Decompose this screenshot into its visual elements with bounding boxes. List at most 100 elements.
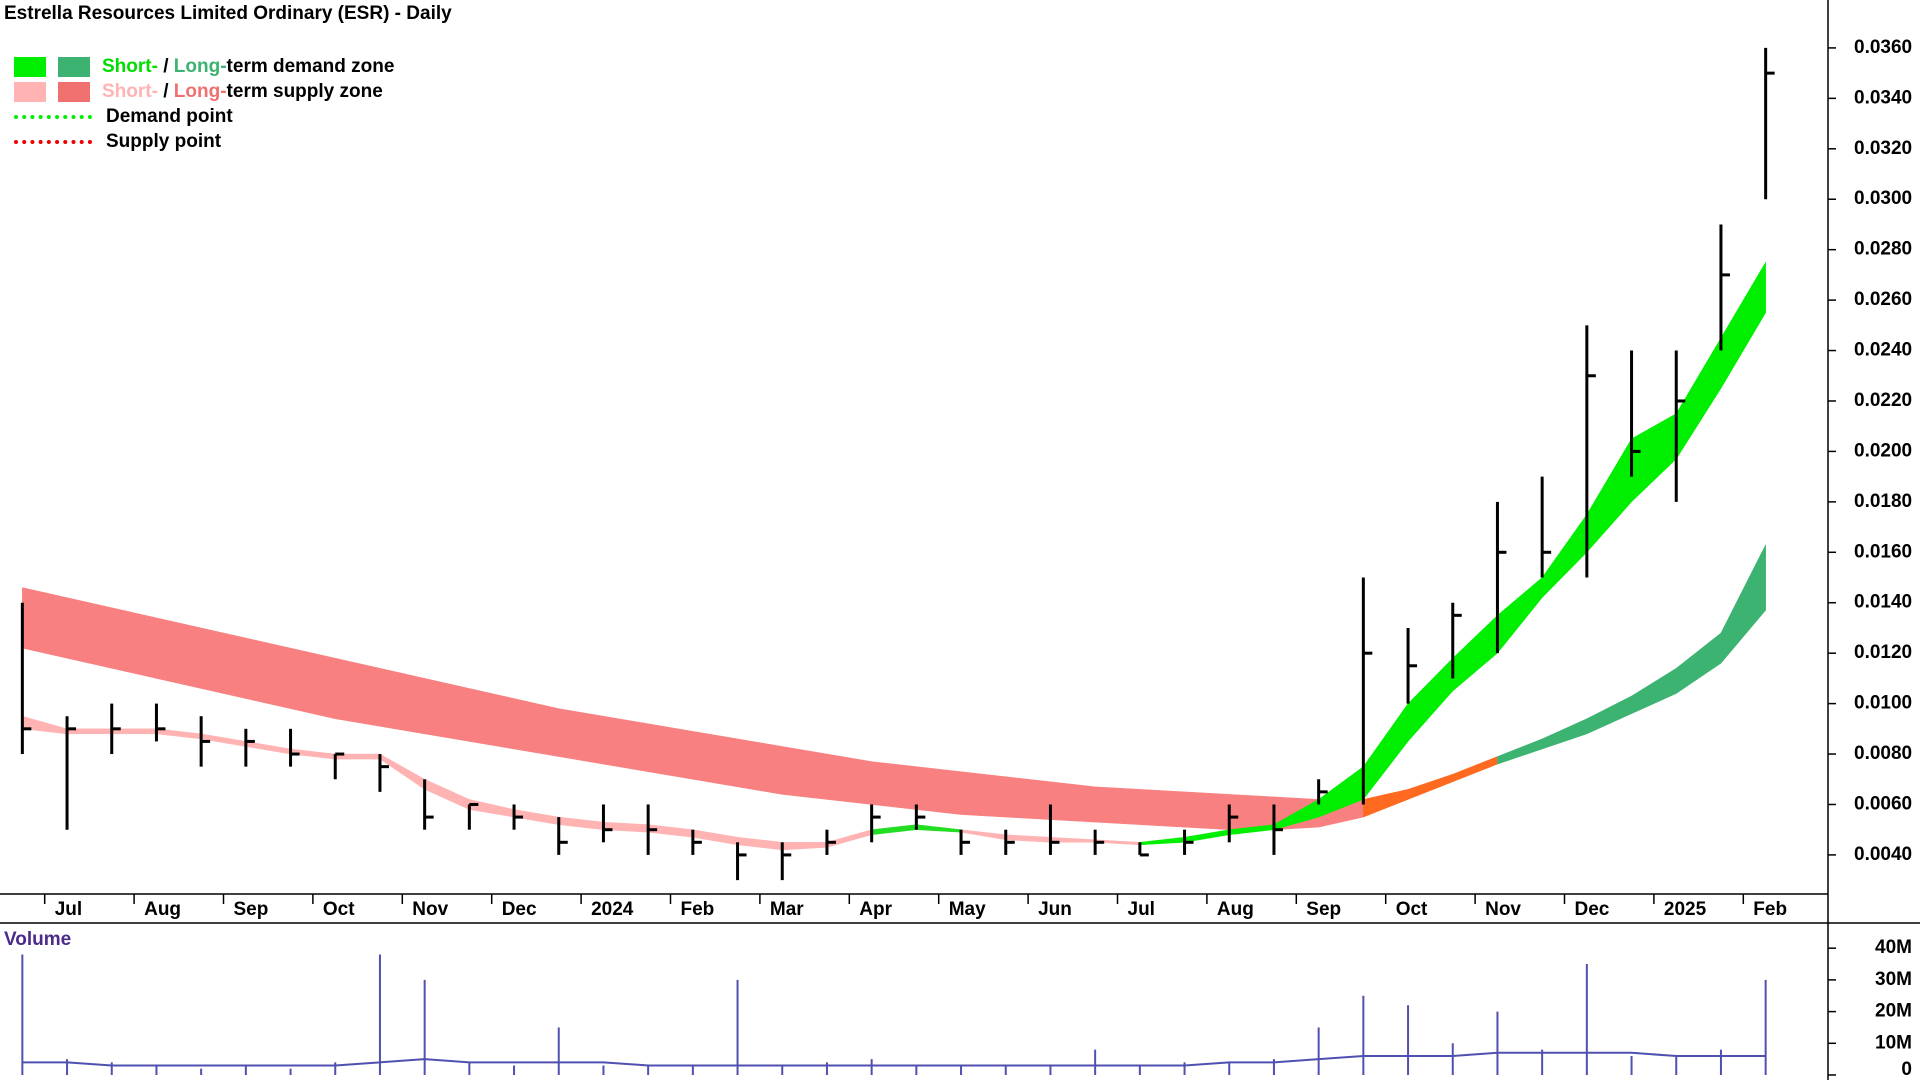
y-tick-label: 0.0100 [1854,693,1912,714]
x-tick-label: Feb [681,899,715,920]
x-tick-label: Aug [144,899,181,920]
zone-segment [156,617,202,689]
zone-segment [737,738,783,795]
y-tick-label: 0.0360 [1854,37,1912,58]
x-tick-label: Nov [412,899,448,920]
x-tick-label: Sep [234,899,269,920]
zone-segment [424,778,470,810]
y-tick-label: 30M [1875,969,1912,990]
zone-segment [424,678,470,742]
legend-swatch [58,56,90,77]
y-tick-label: 0.0160 [1854,541,1912,562]
zone-segment [379,667,425,735]
zone-segment [782,842,828,851]
volume-title: Volume [4,929,71,950]
legend-swatch [14,139,92,144]
x-tick-label: 2025 [1664,899,1707,920]
legend-item: Short- / Long-term demand zone [14,54,394,79]
zone-segment [782,746,828,800]
zone-segment [245,637,291,709]
zone-segment [1631,413,1677,503]
x-tick-label: Jul [1128,899,1155,920]
legend-item: Supply point [14,129,394,154]
zone-segment [245,741,291,755]
legend-swatch [14,114,92,119]
y-tick-label: 10M [1875,1032,1912,1053]
zone-segment [558,816,604,830]
zone-segment [916,824,962,833]
zone-segment [111,607,157,679]
zone-segment [469,688,515,750]
legend-text: term demand zone [226,56,395,77]
x-tick-label: Dec [502,899,537,920]
zone-segment [647,723,694,780]
y-tick-label: 0.0300 [1854,188,1912,209]
zone-segment [692,731,738,788]
zone-segment [1586,695,1632,735]
legend-text: Supply point [106,131,222,152]
zone-segment [1050,781,1096,823]
y-tick-label: 0.0240 [1854,340,1912,361]
y-tick-label: 0.0200 [1854,440,1912,461]
y-tick-label: 0.0120 [1854,642,1912,663]
zone-segment [1363,702,1409,801]
y-tick-label: 0.0040 [1854,844,1912,865]
zone-segment [737,836,783,851]
y-tick-label: 0.0080 [1854,743,1912,764]
zone-segment [1184,791,1230,830]
zone-segment [22,715,68,735]
zone-segment [603,715,649,772]
x-tick-label: Mar [770,899,804,920]
chart-title: Estrella Resources Limited Ordinary (ESR… [4,3,452,24]
x-tick-label: Aug [1217,899,1254,920]
zone-segment [335,657,381,727]
x-tick-label: Jun [1038,899,1072,920]
zone-segment [960,829,1006,841]
zone-segment [1407,773,1453,800]
zone-segment [1139,836,1185,846]
zone-segment [469,799,515,818]
x-tick-label: Sep [1306,899,1341,920]
zone-segment [1720,261,1766,390]
zone-segment [1676,337,1722,460]
zone-segment [513,698,559,757]
legend-text: Short- [102,56,158,77]
zone-segment [1094,786,1141,825]
zone-segment [960,771,1006,818]
x-tick-label: Oct [323,899,355,920]
zone-segment [1005,776,1051,820]
x-tick-label: Nov [1485,899,1521,920]
y-tick-label: 0.0340 [1854,87,1912,108]
y-tick-label: 40M [1875,937,1912,958]
legend-text: Long- [173,81,227,102]
zone-segment [156,728,202,740]
legend-text: term supply zone [226,81,383,102]
y-tick-label: 0.0060 [1854,793,1912,814]
zone-segment [1631,667,1677,715]
y-tick-label: 0 [1901,1059,1912,1080]
legend-text: Short- [102,81,158,102]
volume-average [22,1051,1766,1067]
zone-segment [379,753,425,790]
zone-segment [1586,437,1632,553]
y-tick-label: 0.0220 [1854,390,1912,411]
zone-segment [200,627,247,699]
y-tick-label: 0.0140 [1854,592,1912,613]
zone-segment [1497,576,1543,654]
legend-text: / [157,56,174,77]
legend-text: Long- [173,56,227,77]
x-tick-label: Jul [55,899,82,920]
legend-swatch [58,81,90,102]
zone-segment [826,829,872,848]
zone-segment [1407,657,1453,743]
x-tick-label: Dec [1575,899,1610,920]
zone-segment [1139,789,1185,828]
x-tick-label: May [949,899,986,920]
y-tick-label: 0.0320 [1854,138,1912,159]
legend-text: Demand point [106,106,233,127]
zone-segment [1497,738,1543,765]
zone-segment [558,708,604,765]
zone-segment [871,824,917,836]
